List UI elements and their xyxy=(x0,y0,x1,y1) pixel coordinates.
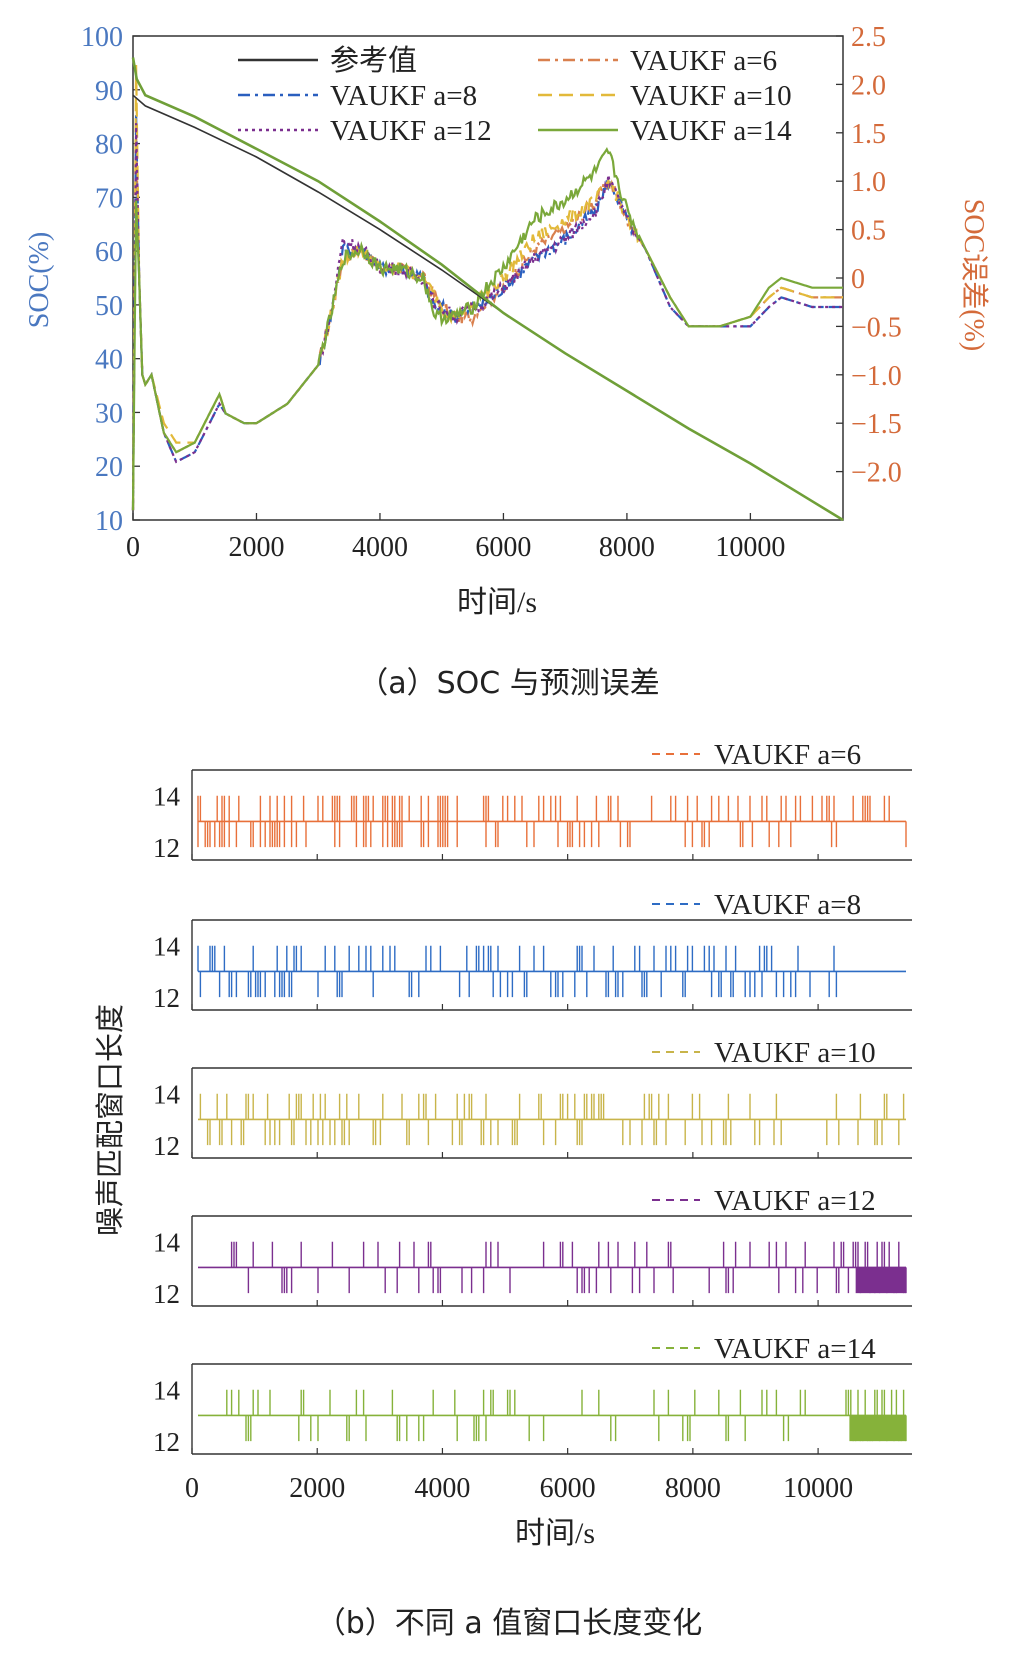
caption-b: （b）不同 a 值窗口长度变化 xyxy=(315,1606,703,1641)
soc-y2tick-label: 1.5 xyxy=(851,119,886,150)
soc-y2tick-label: 0 xyxy=(851,264,865,295)
soc-chart-xlabel: 时间/s xyxy=(457,586,537,619)
soc-xtick-label: 0 xyxy=(126,532,140,563)
error-series-line xyxy=(131,146,843,511)
caption-a: （a）SOC 与预测误差 xyxy=(358,666,660,701)
window-length-xaxis: 0 2000 4000 6000 8000 10000 xyxy=(185,1473,853,1504)
soc-chart-series xyxy=(131,57,844,522)
panel-legend-label: VAUKF a=12 xyxy=(714,1185,876,1217)
window-panel: 12 14 VAUKF a=8 xyxy=(153,889,912,1013)
panel-legend-label: VAUKF a=6 xyxy=(714,739,861,771)
panel-window-signal xyxy=(199,1093,905,1146)
soc-y2tick-label: 0.5 xyxy=(851,216,886,247)
panel-ytick-label: 14 xyxy=(153,1080,181,1110)
soc-ytick-label: 70 xyxy=(95,183,123,214)
window-length-ylabel: 噪声匹配窗口长度 xyxy=(94,1004,127,1236)
panel-legend-label: VAUKF a=10 xyxy=(714,1037,876,1069)
window-length-panels: 12 14 VAUKF a=6 12 14 VAUKF a=8 12 14 VAUKF a=10… xyxy=(153,739,912,1457)
soc-y2tick-label: −1.5 xyxy=(851,409,902,440)
soc-y2tick-label: 1.0 xyxy=(851,167,886,198)
panel-window-signal xyxy=(197,945,838,998)
soc-xtick-label: 4000 xyxy=(352,532,408,563)
panel-legend-label: VAUKF a=14 xyxy=(714,1333,876,1365)
window-xtick-label: 6000 xyxy=(540,1473,596,1504)
error-series-line xyxy=(131,113,843,511)
panel-window-signal xyxy=(226,1389,907,1442)
error-series-line xyxy=(131,123,843,511)
soc-xtick-label: 10000 xyxy=(715,532,785,563)
panel-ytick-label: 12 xyxy=(153,833,180,863)
window-xtick-label: 8000 xyxy=(665,1473,721,1504)
soc-y2tick-label: 2.0 xyxy=(851,70,886,101)
soc-chart-axes: 0 2000 4000 6000 8000 10000 10 20 30 40 50 60 70 80 90… xyxy=(81,22,902,563)
panel-dense-block xyxy=(849,1415,906,1442)
panel-ytick-label: 12 xyxy=(153,1131,180,1161)
legend-label: 参考值 xyxy=(330,44,417,77)
soc-y2tick-label: −0.5 xyxy=(851,312,902,343)
legend-label: VAUKF a=14 xyxy=(630,115,792,147)
soc-ytick-label: 80 xyxy=(95,130,123,161)
window-xtick-label: 4000 xyxy=(414,1473,470,1504)
panel-ytick-label: 14 xyxy=(153,932,181,962)
soc-ytick-label: 20 xyxy=(95,452,123,483)
panel-ytick-label: 12 xyxy=(153,983,180,1013)
soc-y2tick-label: −2.0 xyxy=(851,458,902,489)
legend-label: VAUKF a=12 xyxy=(330,115,492,147)
soc-ytick-label: 100 xyxy=(81,22,123,53)
soc-chart-ylabel: SOC(%) xyxy=(24,232,55,328)
window-panel: 12 14 VAUKF a=12 xyxy=(153,1185,912,1309)
soc-ytick-label: 30 xyxy=(95,398,123,429)
legend-label: VAUKF a=6 xyxy=(630,45,777,77)
window-xtick-label: 2000 xyxy=(289,1473,345,1504)
soc-estimate-line xyxy=(131,57,844,522)
legend-label: VAUKF a=10 xyxy=(630,80,792,112)
soc-ytick-label: 40 xyxy=(95,345,123,376)
panel-ytick-label: 14 xyxy=(153,782,181,812)
window-panel: 12 14 VAUKF a=14 xyxy=(153,1333,912,1457)
soc-ytick-label: 10 xyxy=(95,506,123,537)
soc-xtick-label: 8000 xyxy=(599,532,655,563)
panel-ytick-label: 12 xyxy=(153,1279,180,1309)
panel-ytick-label: 14 xyxy=(153,1376,181,1406)
soc-y2tick-label: 2.5 xyxy=(851,22,886,53)
window-xtick-label: 0 xyxy=(185,1473,199,1504)
panel-ytick-label: 14 xyxy=(153,1228,181,1258)
window-panel: 12 14 VAUKF a=10 xyxy=(153,1037,912,1161)
panel-ytick-label: 12 xyxy=(153,1427,180,1457)
soc-xtick-label: 6000 xyxy=(475,532,531,563)
window-length-chart: 12 14 VAUKF a=6 12 14 VAUKF a=8 12 14 VAUKF a=10… xyxy=(94,739,912,1550)
window-length-xlabel: 时间/s xyxy=(515,1517,595,1550)
window-xtick-label: 10000 xyxy=(783,1473,853,1504)
soc-chart: 0 2000 4000 6000 8000 10000 10 20 30 40 50 60 70 80 90… xyxy=(24,22,990,619)
soc-ytick-label: 60 xyxy=(95,237,123,268)
window-panel: 12 14 VAUKF a=6 xyxy=(153,739,912,863)
soc-chart-y2label: SOC误差(%) xyxy=(958,199,990,351)
panel-window-signal xyxy=(230,1241,907,1294)
panel-dense-block xyxy=(855,1267,906,1294)
panel-window-signal xyxy=(197,795,907,848)
soc-y2tick-label: −1.0 xyxy=(851,361,902,392)
panel-legend-label: VAUKF a=8 xyxy=(714,889,861,921)
soc-xtick-label: 2000 xyxy=(228,532,284,563)
soc-ytick-label: 50 xyxy=(95,291,123,322)
legend-label: VAUKF a=8 xyxy=(330,80,477,112)
soc-ytick-label: 90 xyxy=(95,76,123,107)
